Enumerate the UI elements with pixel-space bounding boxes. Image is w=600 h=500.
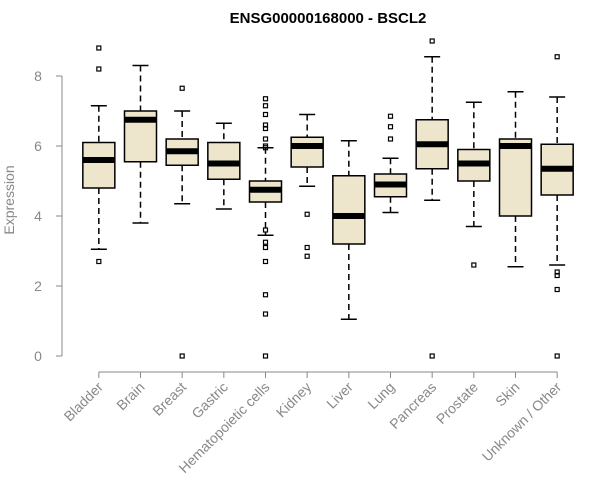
x-tick-label: Unknown / Other xyxy=(479,379,565,465)
box-group xyxy=(165,85,199,359)
outlier-point xyxy=(262,258,269,265)
outlier-point xyxy=(304,253,310,259)
outlier-point xyxy=(262,227,269,233)
y-axis-label: Expression xyxy=(1,165,17,234)
box-iqr xyxy=(290,136,324,168)
box-group xyxy=(332,140,366,320)
outlier-point xyxy=(96,45,102,51)
outlier-point xyxy=(262,353,269,359)
outlier-point xyxy=(554,286,560,293)
outlier-point xyxy=(304,211,310,217)
outlier-point xyxy=(429,38,435,44)
outlier-point xyxy=(179,353,185,359)
x-tick-label: Prostate xyxy=(433,379,481,427)
y-tick-label: 8 xyxy=(34,68,42,84)
box-group xyxy=(207,122,241,210)
y-tick-label: 2 xyxy=(34,278,42,294)
outlier-point xyxy=(262,96,269,102)
box-group xyxy=(82,45,116,265)
outlier-point xyxy=(262,103,269,109)
box-group xyxy=(415,38,449,359)
x-tick-label: Skin xyxy=(492,379,523,410)
chart-title: ENSG00000168000 - BSCL2 xyxy=(230,10,427,27)
outlier-point xyxy=(96,258,102,265)
axis-layer: 0 2 4 6 8 xyxy=(34,68,558,378)
outlier-point xyxy=(387,136,394,142)
y-tick-label: 0 xyxy=(34,348,42,364)
outlier-point xyxy=(96,66,102,72)
outlier-point xyxy=(262,292,269,298)
outlier-point xyxy=(471,262,477,268)
outlier-point xyxy=(304,244,310,251)
outlier-point xyxy=(179,85,185,91)
box-iqr xyxy=(332,175,366,245)
outlier-point xyxy=(554,353,560,359)
outlier-point xyxy=(262,145,269,151)
outlier-point xyxy=(262,136,269,142)
x-tick-label: Breast xyxy=(149,379,189,419)
box-group xyxy=(373,113,408,214)
outlier-point xyxy=(554,54,560,60)
y-tick-label: 4 xyxy=(34,208,42,224)
box-group xyxy=(248,96,283,359)
x-tick-label: Lung xyxy=(364,379,397,412)
outlier-point xyxy=(262,111,269,118)
box-group xyxy=(457,101,491,268)
outlier-point xyxy=(429,353,435,359)
outlier-point xyxy=(262,311,269,317)
outlier-point xyxy=(387,124,394,130)
outlier-point xyxy=(387,113,394,119)
box-group xyxy=(290,113,324,259)
box-group xyxy=(498,91,533,268)
outlier-point xyxy=(262,239,269,245)
outlier-point xyxy=(262,244,269,251)
x-tick-label: Kidney xyxy=(273,379,315,421)
outlier-point xyxy=(262,125,269,132)
box-layer xyxy=(82,38,574,359)
box-iqr xyxy=(82,141,116,189)
x-tick-label: Bladder xyxy=(61,379,107,425)
outlier-point xyxy=(554,272,560,279)
box-group xyxy=(540,54,574,359)
x-tick-label: Brain xyxy=(113,379,147,413)
box-group xyxy=(123,64,158,224)
y-tick-label: 6 xyxy=(34,138,42,154)
box-iqr xyxy=(498,138,533,217)
x-tick-label: Liver xyxy=(323,379,356,412)
